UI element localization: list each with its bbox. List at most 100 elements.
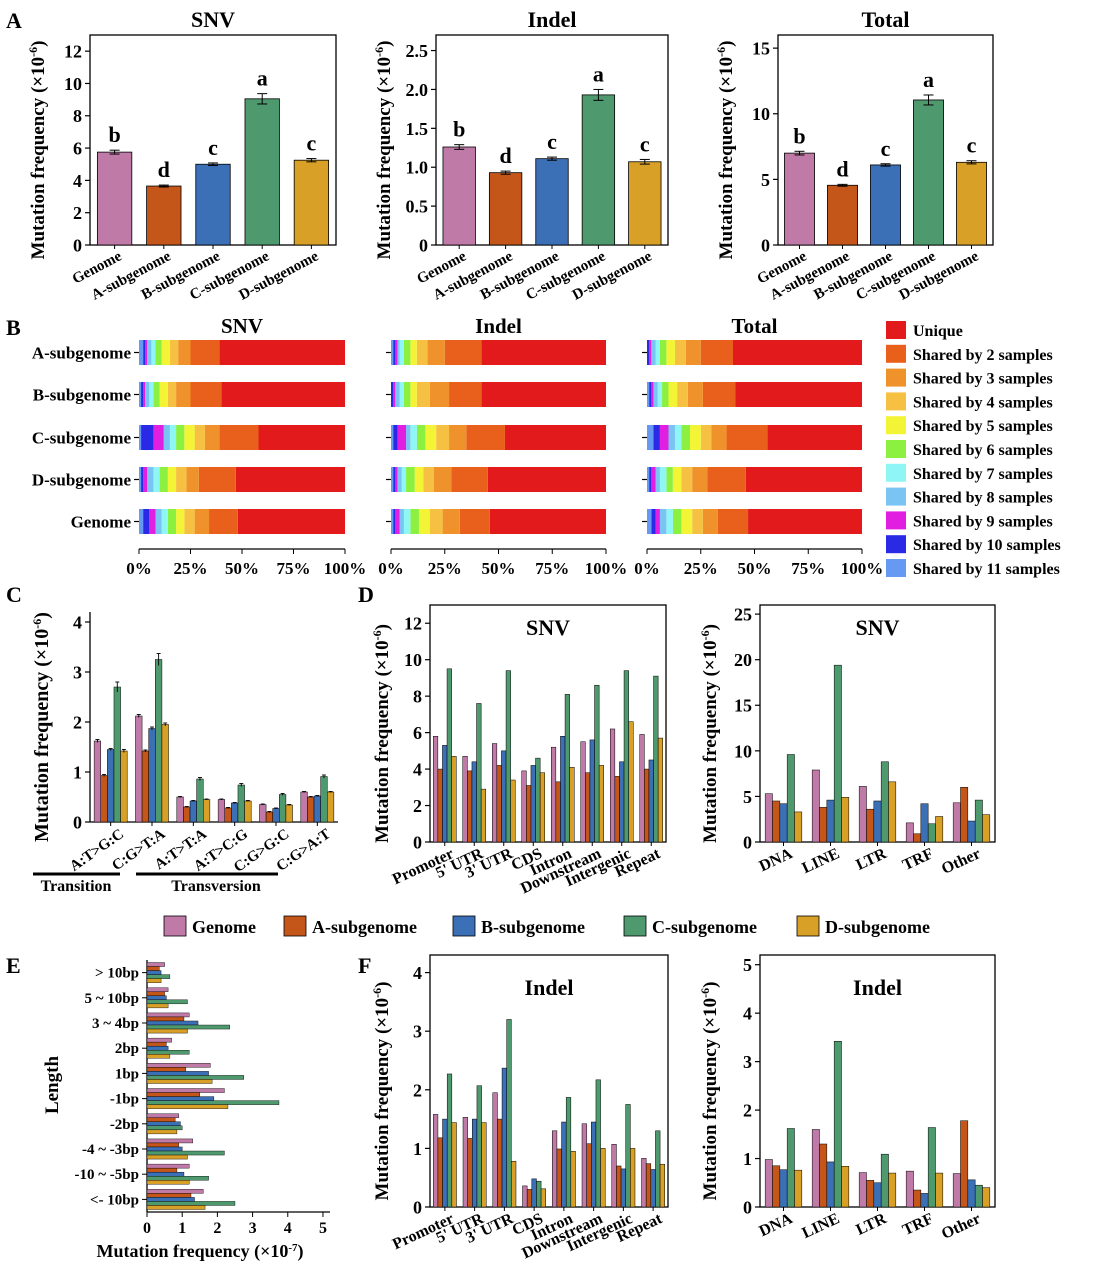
bar bbox=[285, 804, 293, 823]
panel-e-y-label: Length bbox=[42, 1056, 63, 1115]
stack-segment bbox=[685, 340, 701, 365]
stack-segment bbox=[204, 425, 220, 450]
y-tick-label: 0 bbox=[761, 235, 770, 255]
bar bbox=[146, 1088, 225, 1093]
y-tick-label: -10 ~ -5bp bbox=[75, 1167, 139, 1183]
bar bbox=[620, 1168, 626, 1208]
stack-segment bbox=[397, 340, 400, 365]
stack-segment bbox=[674, 340, 686, 365]
stack-segment bbox=[184, 425, 195, 450]
y-tick-label: 2 bbox=[73, 203, 82, 223]
bar bbox=[570, 1151, 576, 1208]
y-tick-label: 20 bbox=[734, 650, 752, 670]
y-tick-label: 4 bbox=[73, 171, 82, 191]
stack-segment bbox=[692, 509, 703, 534]
bar bbox=[146, 1146, 183, 1152]
y-axis-label-text: Mutation frequency (×10 bbox=[374, 57, 395, 260]
stack-segment bbox=[184, 509, 195, 534]
stack-segment bbox=[459, 509, 490, 534]
stack-segment bbox=[169, 340, 179, 365]
panel-a-title: Indel bbox=[528, 7, 577, 32]
stack-segment bbox=[659, 509, 667, 534]
significance-letter: c bbox=[881, 136, 891, 161]
bar bbox=[146, 1071, 209, 1076]
stack-segment bbox=[647, 509, 652, 534]
panel-b-title: SNV bbox=[221, 314, 263, 338]
y-tick-label: Genome bbox=[71, 513, 132, 532]
legend-swatch bbox=[886, 440, 906, 458]
stack-segment bbox=[155, 509, 162, 534]
panel-a-y-label: Mutation frequency (×10-6) bbox=[372, 41, 395, 260]
x-tick-label: LTR bbox=[854, 845, 890, 874]
stack-segment bbox=[487, 467, 606, 492]
y-tick-label: D-subgenome bbox=[32, 471, 132, 490]
plot-title: SNV bbox=[855, 615, 899, 640]
bar bbox=[146, 1016, 185, 1022]
stack-segment bbox=[692, 467, 708, 492]
bar bbox=[146, 1024, 230, 1030]
bar bbox=[506, 1019, 512, 1208]
stack-segment bbox=[153, 467, 160, 492]
bar bbox=[313, 795, 321, 823]
y-tick-label: 10 bbox=[752, 104, 770, 124]
bar bbox=[873, 1182, 882, 1208]
y-tick-label: -2bp bbox=[110, 1117, 139, 1133]
bar bbox=[614, 776, 620, 843]
bar bbox=[146, 995, 167, 1001]
x-tick-label: Other bbox=[939, 845, 983, 878]
bar bbox=[644, 768, 650, 843]
bar bbox=[488, 172, 523, 246]
y-tick-label: 4 bbox=[413, 963, 422, 983]
stack-segment bbox=[434, 467, 452, 492]
legend-swatch bbox=[886, 392, 906, 411]
y-tick-label: 1 bbox=[73, 762, 82, 782]
stack-segment bbox=[410, 382, 417, 407]
bar bbox=[967, 1179, 976, 1208]
stack-segment bbox=[190, 382, 222, 407]
y-axis-label-text: Mutation frequency (×10 bbox=[372, 998, 393, 1201]
panel-b-title: Indel bbox=[475, 314, 522, 338]
bar bbox=[960, 787, 969, 843]
stack-segment bbox=[681, 509, 693, 534]
bar bbox=[433, 1114, 439, 1208]
stack-segment bbox=[395, 382, 400, 407]
legend-label: Shared by 6 samples bbox=[913, 442, 1053, 459]
y-tick-label: > 10bp bbox=[95, 966, 139, 982]
bar bbox=[764, 1159, 773, 1208]
bar bbox=[146, 970, 162, 975]
y-axis-label-text: Mutation frequency (×10 bbox=[28, 57, 49, 260]
stack-segment bbox=[143, 340, 146, 365]
bar bbox=[501, 1067, 507, 1208]
bar bbox=[935, 1172, 944, 1208]
x-tick-label: 50% bbox=[738, 559, 772, 578]
bar bbox=[589, 739, 595, 843]
stack-segment bbox=[681, 425, 690, 450]
transversion-label: Transversion bbox=[171, 878, 261, 895]
bar bbox=[93, 740, 101, 823]
x-tick-label: DNA bbox=[757, 1210, 796, 1240]
bar bbox=[501, 750, 507, 843]
stack-segment bbox=[442, 509, 460, 534]
y-tick-label: 4 bbox=[743, 1004, 752, 1024]
bar bbox=[811, 1129, 820, 1208]
x-tick-label: 50% bbox=[225, 559, 259, 578]
bar bbox=[616, 1165, 622, 1208]
stack-segment bbox=[418, 509, 430, 534]
bar bbox=[476, 703, 482, 843]
stack-segment bbox=[391, 382, 394, 407]
legend-swatch bbox=[796, 915, 820, 937]
bar bbox=[952, 1173, 961, 1208]
stack-segment bbox=[449, 425, 467, 450]
y-tick-label: 2 bbox=[413, 796, 422, 816]
y-tick-label: 8 bbox=[413, 687, 422, 707]
bar bbox=[451, 756, 457, 843]
bar bbox=[580, 741, 586, 843]
bar bbox=[146, 1171, 185, 1177]
bar bbox=[539, 772, 546, 843]
stack-segment bbox=[745, 467, 862, 492]
y-tick-label: 2 bbox=[413, 1080, 422, 1100]
bar bbox=[496, 765, 502, 843]
stack-segment bbox=[702, 382, 736, 407]
bar bbox=[594, 684, 600, 843]
x-tick-label: 75% bbox=[535, 559, 569, 578]
